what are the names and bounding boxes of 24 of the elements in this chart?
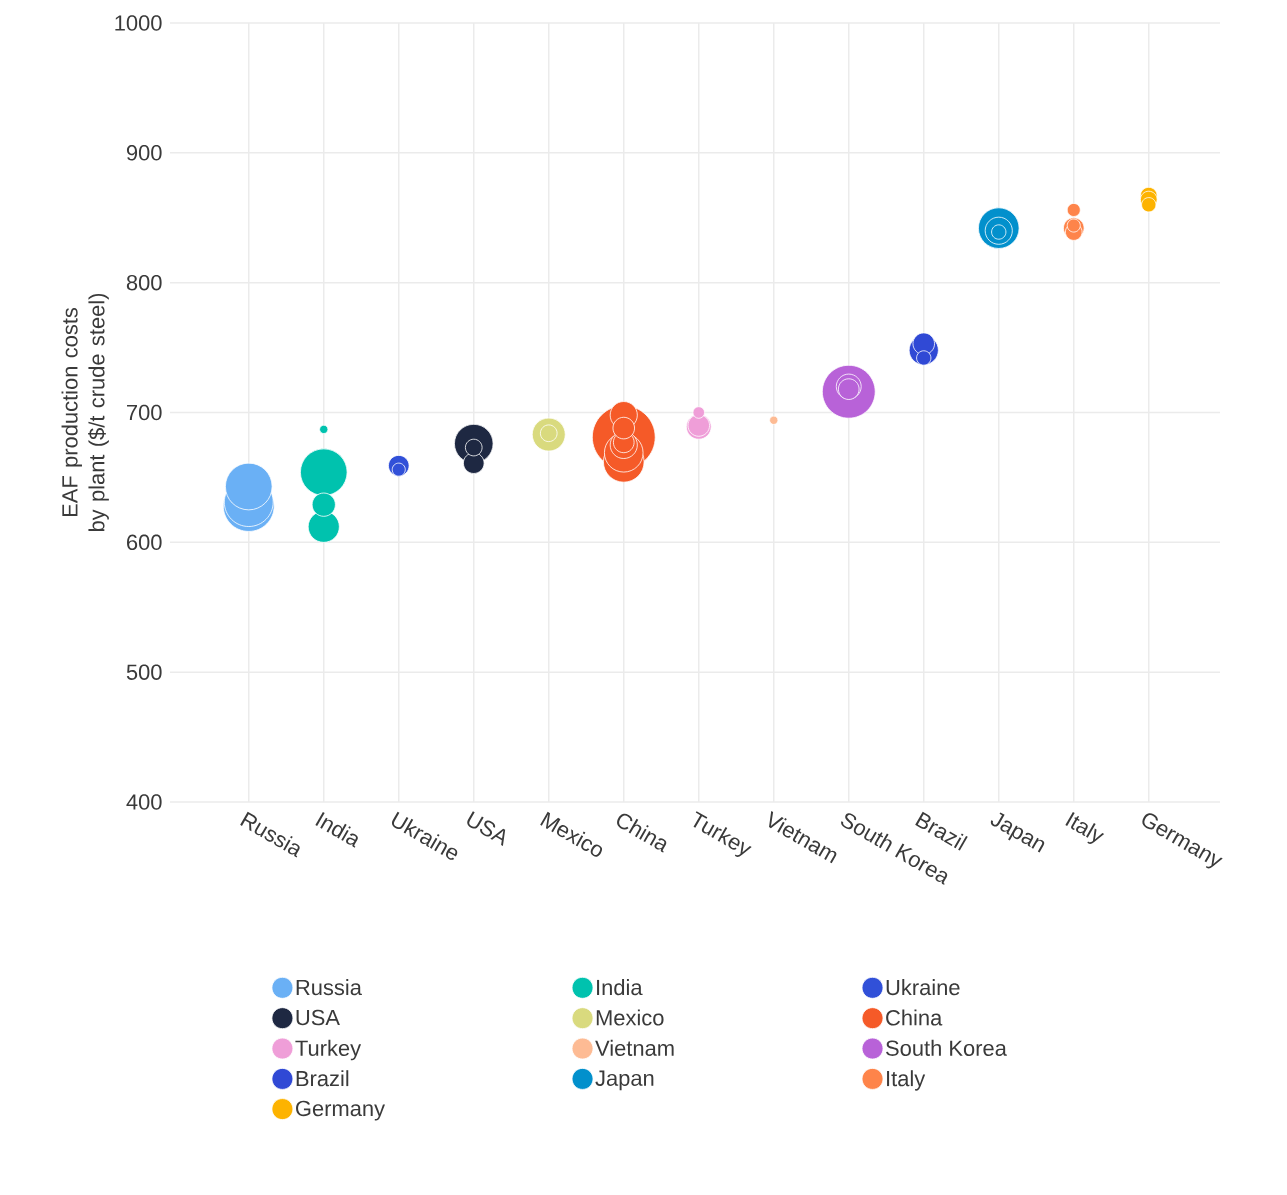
y-tick-label: 800 <box>126 274 162 291</box>
legend-label: Turkey <box>295 1039 362 1061</box>
legend-label: Mexico <box>596 1009 664 1026</box>
legend-label: Vietnam <box>595 1039 674 1056</box>
y-tick-label: 700 <box>127 404 162 421</box>
legend-label: India <box>597 979 643 996</box>
y-tick-label: 600 <box>127 534 162 551</box>
legend-label: Ukraine <box>886 979 960 996</box>
x-tick-label: Italy <box>1065 811 1105 844</box>
legend-label: South Korea <box>886 1039 1007 1056</box>
y-tick-label: 900 <box>126 145 162 161</box>
x-tick-label: India <box>315 811 358 848</box>
legend-label: USA <box>296 1009 340 1026</box>
y-axis-title: EAF production costs by plant ($/t crude steel) <box>61 293 109 532</box>
y-tick-label: 1000 <box>115 15 162 31</box>
legend-label: Germany <box>296 1100 385 1121</box>
legend-label: China <box>886 1009 943 1026</box>
y-tick-label: 500 <box>126 664 162 680</box>
x-tick-label: USA <box>467 811 506 846</box>
y-tick-label: 400 <box>126 794 162 810</box>
legend-label: Russia <box>296 979 362 996</box>
legend-label: Japan <box>595 1070 654 1091</box>
legend-label: Brazil <box>296 1070 349 1087</box>
legend-label: Italy <box>887 1070 926 1091</box>
